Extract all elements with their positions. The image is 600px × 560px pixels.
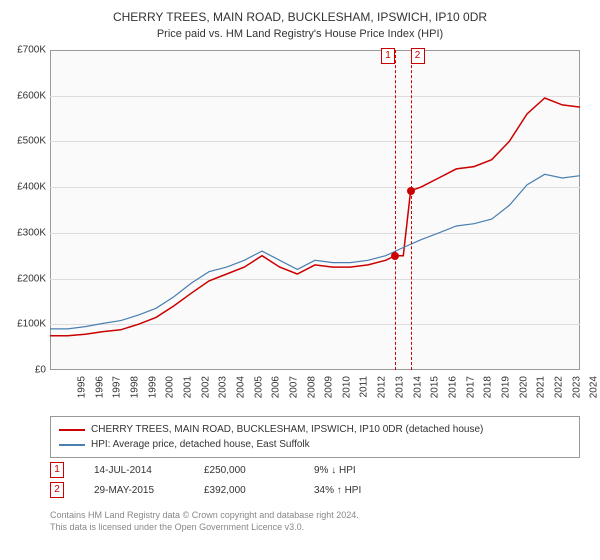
x-tick-label: 2020 (518, 376, 529, 398)
x-tick-label: 2002 (200, 376, 211, 398)
x-tick-label: 1995 (76, 376, 87, 398)
footer-line-1: Contains HM Land Registry data © Crown c… (50, 510, 359, 522)
x-tick-label: 2008 (306, 376, 317, 398)
x-tick-label: 2006 (271, 376, 282, 398)
annotation-row: 1 14-JUL-2014 £250,000 9% ↓ HPI (50, 460, 394, 480)
chart-container: CHERRY TREES, MAIN ROAD, BUCKLESHAM, IPS… (0, 0, 600, 560)
footer: Contains HM Land Registry data © Crown c… (50, 510, 359, 533)
y-tick-label: £200K (17, 273, 46, 284)
x-tick-label: 2000 (165, 376, 176, 398)
legend-label: HPI: Average price, detached house, East… (91, 437, 310, 452)
marker-dot (407, 187, 415, 195)
series-svg (50, 50, 580, 370)
legend-swatch (59, 444, 85, 446)
x-tick-label: 2003 (218, 376, 229, 398)
series-hpi (50, 174, 580, 329)
annotation-price: £250,000 (204, 465, 284, 476)
legend-swatch (59, 429, 85, 431)
y-tick-label: £300K (17, 227, 46, 238)
annotation-row: 2 29-MAY-2015 £392,000 34% ↑ HPI (50, 480, 394, 500)
y-tick-label: £0 (35, 365, 46, 376)
legend-item: HPI: Average price, detached house, East… (59, 437, 571, 452)
footer-line-2: This data is licensed under the Open Gov… (50, 522, 359, 534)
x-tick-label: 2014 (412, 376, 423, 398)
x-tick-label: 2022 (553, 376, 564, 398)
x-tick-label: 2001 (182, 376, 193, 398)
x-tick-label: 1999 (147, 376, 158, 398)
chart-subtitle: Price paid vs. HM Land Registry's House … (0, 26, 600, 40)
annotation-id-box: 2 (50, 482, 64, 498)
x-tick-label: 2016 (447, 376, 458, 398)
annotation-date: 29-MAY-2015 (94, 485, 174, 496)
y-tick-label: £700K (17, 45, 46, 56)
marker-line (395, 50, 396, 370)
x-tick-label: 2019 (500, 376, 511, 398)
marker-dot (391, 252, 399, 260)
x-tick-label: 1998 (129, 376, 140, 398)
y-tick-label: £400K (17, 182, 46, 193)
chart-area: 12 £0£100K£200K£300K£400K£500K£600K£700K… (50, 50, 580, 370)
annotation-price: £392,000 (204, 485, 284, 496)
annotation-delta: 34% ↑ HPI (314, 485, 394, 496)
annotation-id-box: 1 (50, 462, 64, 478)
x-tick-label: 2017 (465, 376, 476, 398)
y-tick-label: £500K (17, 136, 46, 147)
x-tick-label: 2023 (571, 376, 582, 398)
series-property (50, 98, 580, 336)
x-tick-label: 2010 (341, 376, 352, 398)
marker-id-box: 2 (411, 48, 425, 64)
x-tick-label: 2024 (589, 376, 600, 398)
x-tick-label: 2011 (358, 376, 369, 398)
annotation-delta: 9% ↓ HPI (314, 465, 394, 476)
x-tick-label: 2018 (483, 376, 494, 398)
x-tick-label: 2009 (324, 376, 335, 398)
annotation-date: 14-JUL-2014 (94, 465, 174, 476)
legend-item: CHERRY TREES, MAIN ROAD, BUCKLESHAM, IPS… (59, 422, 571, 437)
chart-title: CHERRY TREES, MAIN ROAD, BUCKLESHAM, IPS… (0, 0, 600, 26)
marker-line (411, 50, 412, 370)
x-tick-label: 1996 (94, 376, 105, 398)
x-tick-label: 2004 (235, 376, 246, 398)
y-tick-label: £600K (17, 90, 46, 101)
x-tick-label: 2021 (536, 376, 547, 398)
legend-label: CHERRY TREES, MAIN ROAD, BUCKLESHAM, IPS… (91, 422, 483, 437)
marker-id-box: 1 (381, 48, 395, 64)
annotations: 1 14-JUL-2014 £250,000 9% ↓ HPI 2 29-MAY-2015… (50, 460, 394, 500)
x-tick-label: 1997 (112, 376, 123, 398)
y-tick-label: £100K (17, 319, 46, 330)
x-tick-label: 2012 (377, 376, 388, 398)
legend: CHERRY TREES, MAIN ROAD, BUCKLESHAM, IPS… (50, 416, 580, 458)
x-tick-label: 2007 (288, 376, 299, 398)
x-tick-label: 2015 (430, 376, 441, 398)
x-tick-label: 2005 (253, 376, 264, 398)
x-tick-label: 2013 (394, 376, 405, 398)
